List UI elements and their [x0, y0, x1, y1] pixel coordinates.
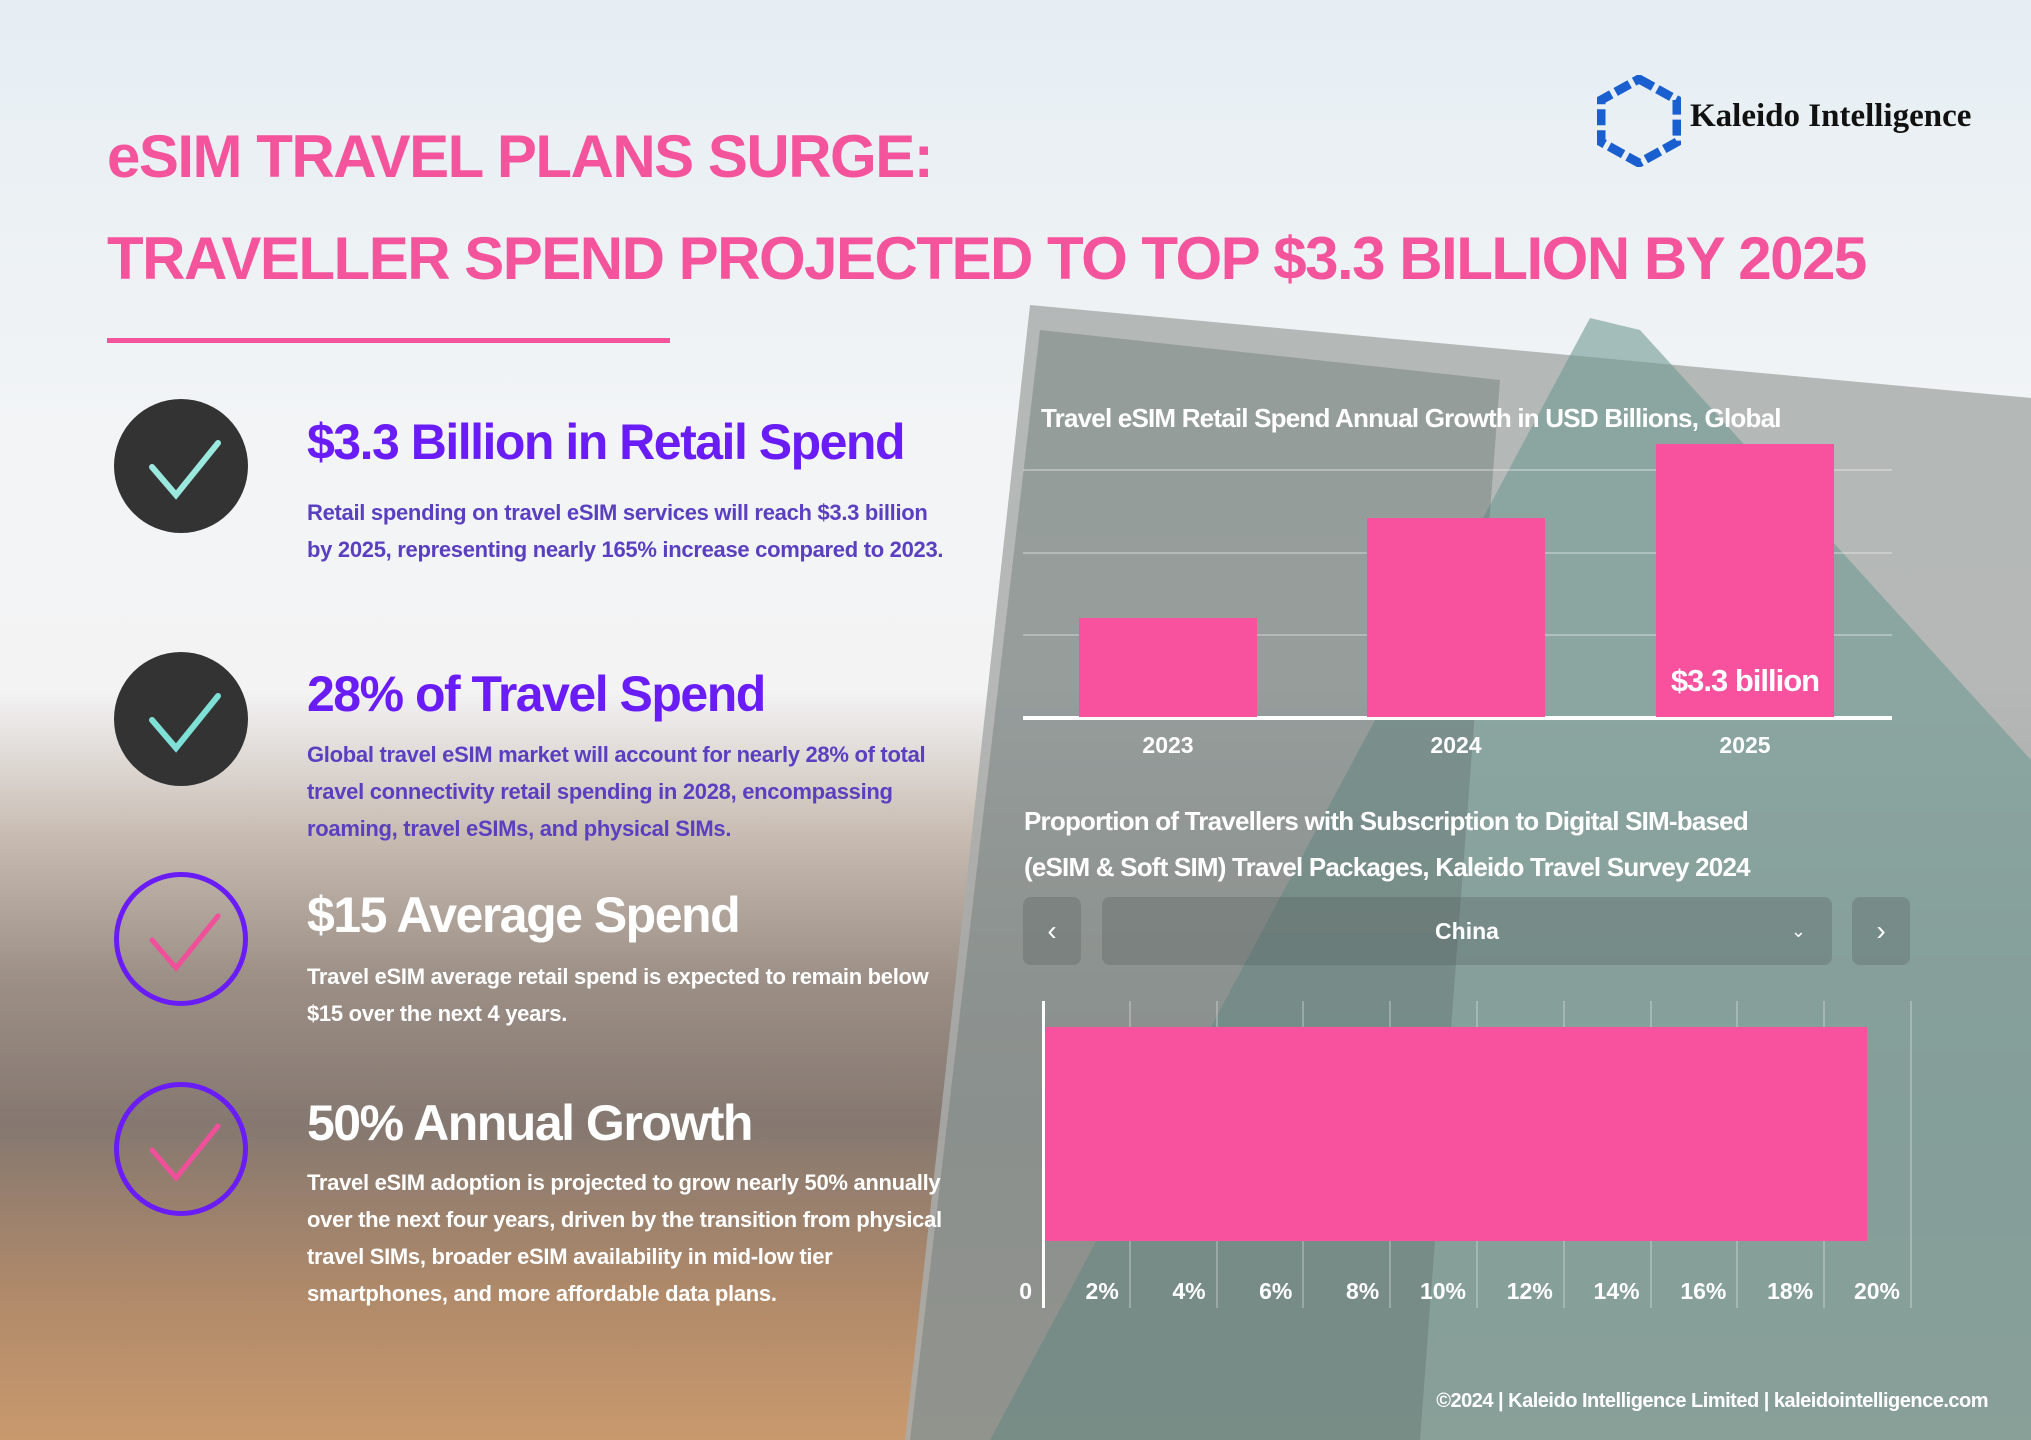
x-tick-label: 12% — [1506, 1278, 1553, 1304]
x-tick-label: 4% — [1172, 1278, 1206, 1304]
bar-2024 — [1367, 518, 1545, 717]
page-title-line1: eSIM TRAVEL PLANS SURGE: — [107, 123, 934, 190]
x-tick-label: 10% — [1419, 1278, 1466, 1304]
x-tick-label: 0 — [1019, 1278, 1032, 1304]
x-tick-label: 18% — [1767, 1278, 1814, 1304]
x-tick-label: 2024 — [1430, 732, 1482, 758]
x-tick-label: 2025 — [1719, 732, 1771, 758]
x-tick-label: 16% — [1680, 1278, 1727, 1304]
highlight-heading: 50% Annual Growth — [307, 1095, 753, 1151]
chevron-left-icon: ‹ — [1047, 915, 1057, 946]
bar-data-label: $3.3 billion — [1670, 663, 1820, 698]
highlight-heading: 28% of Travel Spend — [307, 666, 766, 722]
chevron-right-icon: › — [1876, 915, 1886, 946]
country-dropdown[interactable]: China ⌄ — [1102, 897, 1832, 965]
chevron-down-icon: ⌄ — [1790, 920, 1806, 941]
check-icon — [149, 693, 221, 753]
check-icon — [149, 440, 221, 500]
next-country-button[interactable]: › — [1852, 897, 1910, 965]
x-tick-label: 2023 — [1142, 732, 1194, 758]
x-tick-label: 2% — [1085, 1278, 1119, 1304]
highlight-body: Retail spending on travel eSIM services … — [307, 500, 944, 562]
bar-China — [1045, 1027, 1867, 1241]
country-dropdown-value: China — [1435, 917, 1499, 944]
check-icon — [149, 1123, 221, 1182]
highlight-badge — [114, 872, 248, 1006]
x-tick-label: 6% — [1259, 1278, 1293, 1304]
x-tick-label: 14% — [1593, 1278, 1640, 1304]
highlight-body: Travel eSIM average retail spend is expe… — [307, 964, 929, 1026]
footer-copyright: ©2024 | Kaleido Intelligence Limited | k… — [1436, 1390, 1988, 1412]
bar-2023 — [1079, 617, 1257, 717]
survey-chart-title-line2: (eSIM & Soft SIM) Travel Packages, Kalei… — [1024, 852, 1751, 882]
highlight-badge — [114, 1082, 248, 1216]
spend-chart-title: Travel eSIM Retail Spend Annual Growth i… — [1041, 403, 1781, 433]
survey-chart-title-line1: Proportion of Travellers with Subscripti… — [1024, 806, 1749, 836]
highlight-heading: $3.3 Billion in Retail Spend — [307, 414, 906, 470]
x-axis — [1023, 716, 1892, 720]
highlight-badge — [114, 399, 248, 533]
gridline — [1910, 1001, 1912, 1308]
hexagon-logo-icon — [1596, 73, 1682, 169]
logo-text: Kaleido Intelligence — [1690, 98, 1972, 134]
prev-country-button[interactable]: ‹ — [1023, 897, 1081, 965]
highlight-badge — [114, 652, 248, 786]
page-title-line2: TRAVELLER SPEND PROJECTED TO TOP $3.3 BI… — [107, 225, 1867, 292]
highlight-body: Travel eSIM adoption is projected to gro… — [307, 1170, 942, 1306]
logo — [1596, 73, 1682, 172]
bar-2025: $3.3 billion — [1656, 444, 1834, 717]
highlight-body: Global travel eSIM market will account f… — [307, 742, 926, 841]
y-axis — [1042, 1001, 1045, 1308]
x-tick-label: 20% — [1853, 1278, 1900, 1304]
x-tick-label: 8% — [1345, 1278, 1380, 1304]
highlight-heading: $15 Average Spend — [307, 887, 741, 943]
title-divider — [107, 338, 670, 343]
check-icon — [149, 913, 221, 972]
gridline — [1023, 468, 1892, 471]
